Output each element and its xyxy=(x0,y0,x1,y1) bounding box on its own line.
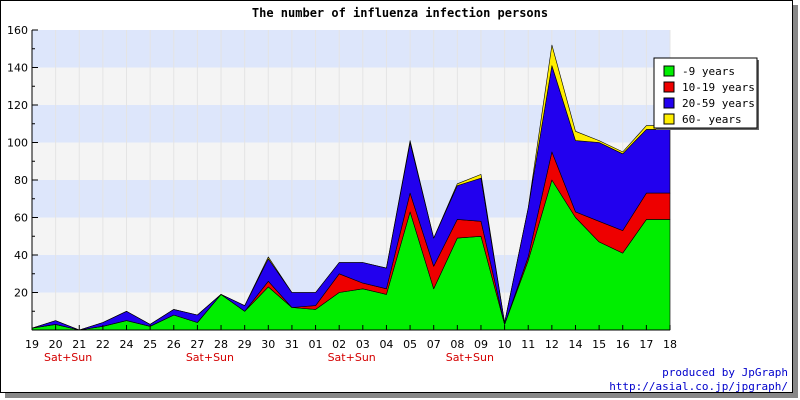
x-tick-label: 19 xyxy=(25,338,39,351)
legend-label: 20-59 years xyxy=(682,97,755,110)
legend-label: 10-19 years xyxy=(682,81,755,94)
legend-label: -9 years xyxy=(682,65,735,78)
x-tick-label: 26 xyxy=(167,338,181,351)
y-tick-label: 80 xyxy=(14,174,28,187)
x-tick-label: 18 xyxy=(663,338,677,351)
legend-swatch xyxy=(663,81,675,93)
x-tick-label: 07 xyxy=(427,338,441,351)
y-tick-label: 40 xyxy=(14,249,28,262)
x-tick-label: 21 xyxy=(72,338,86,351)
legend-swatch xyxy=(663,65,675,77)
x-tick-label: 31 xyxy=(285,338,299,351)
x-tick-label: 29 xyxy=(238,338,252,351)
weekend-label: Sat+Sun xyxy=(446,351,494,364)
x-tick-label: 27 xyxy=(190,338,204,351)
x-tick-label: 24 xyxy=(120,338,134,351)
x-tick-label: 20 xyxy=(49,338,63,351)
chart-title: The number of influenza infection person… xyxy=(252,6,548,20)
x-tick-label: 11 xyxy=(521,338,535,351)
x-tick-label: 14 xyxy=(568,338,582,351)
x-tick-label: 22 xyxy=(96,338,110,351)
weekend-label: Sat+Sun xyxy=(186,351,234,364)
y-tick-label: 160 xyxy=(7,24,28,37)
legend: -9 years 10-19 years 20-59 years 60- years xyxy=(653,57,759,130)
x-tick-label: 28 xyxy=(214,338,228,351)
x-tick-label: 04 xyxy=(379,338,393,351)
y-tick-label: 100 xyxy=(7,137,28,150)
x-tick-label: 01 xyxy=(309,338,323,351)
x-tick-label: 12 xyxy=(545,338,559,351)
x-tick-label: 25 xyxy=(143,338,157,351)
credit-link[interactable]: http://asial.co.jp/jpgraph/ xyxy=(609,380,788,393)
plot-band xyxy=(32,30,670,68)
x-tick-label: 16 xyxy=(616,338,630,351)
legend-label: 60- years xyxy=(682,113,742,126)
axes xyxy=(31,29,671,331)
x-tick-label: 03 xyxy=(356,338,370,351)
weekend-label: Sat+Sun xyxy=(44,351,92,364)
y-tick-label: 140 xyxy=(7,62,28,75)
legend-swatch xyxy=(663,113,675,125)
x-tick-label: 17 xyxy=(639,338,653,351)
x-tick-label: 15 xyxy=(592,338,606,351)
x-tick-label: 05 xyxy=(403,338,417,351)
y-tick-labels: 20 40 60 80 100 120 140 160 xyxy=(7,24,28,300)
x-tick-label: 10 xyxy=(498,338,512,351)
y-tick-label: 60 xyxy=(14,212,28,225)
x-tick-label: 02 xyxy=(332,338,346,351)
weekend-label: Sat+Sun xyxy=(328,351,376,364)
y-tick-label: 20 xyxy=(14,287,28,300)
plot-band xyxy=(32,67,670,105)
x-tick-label: 30 xyxy=(261,338,275,351)
x-tick-label: 08 xyxy=(450,338,464,351)
x-tick-label: 09 xyxy=(474,338,488,351)
legend-swatch xyxy=(663,97,675,109)
credit-produced-by: produced by JpGraph xyxy=(662,366,788,379)
y-tick-label: 120 xyxy=(7,99,28,112)
